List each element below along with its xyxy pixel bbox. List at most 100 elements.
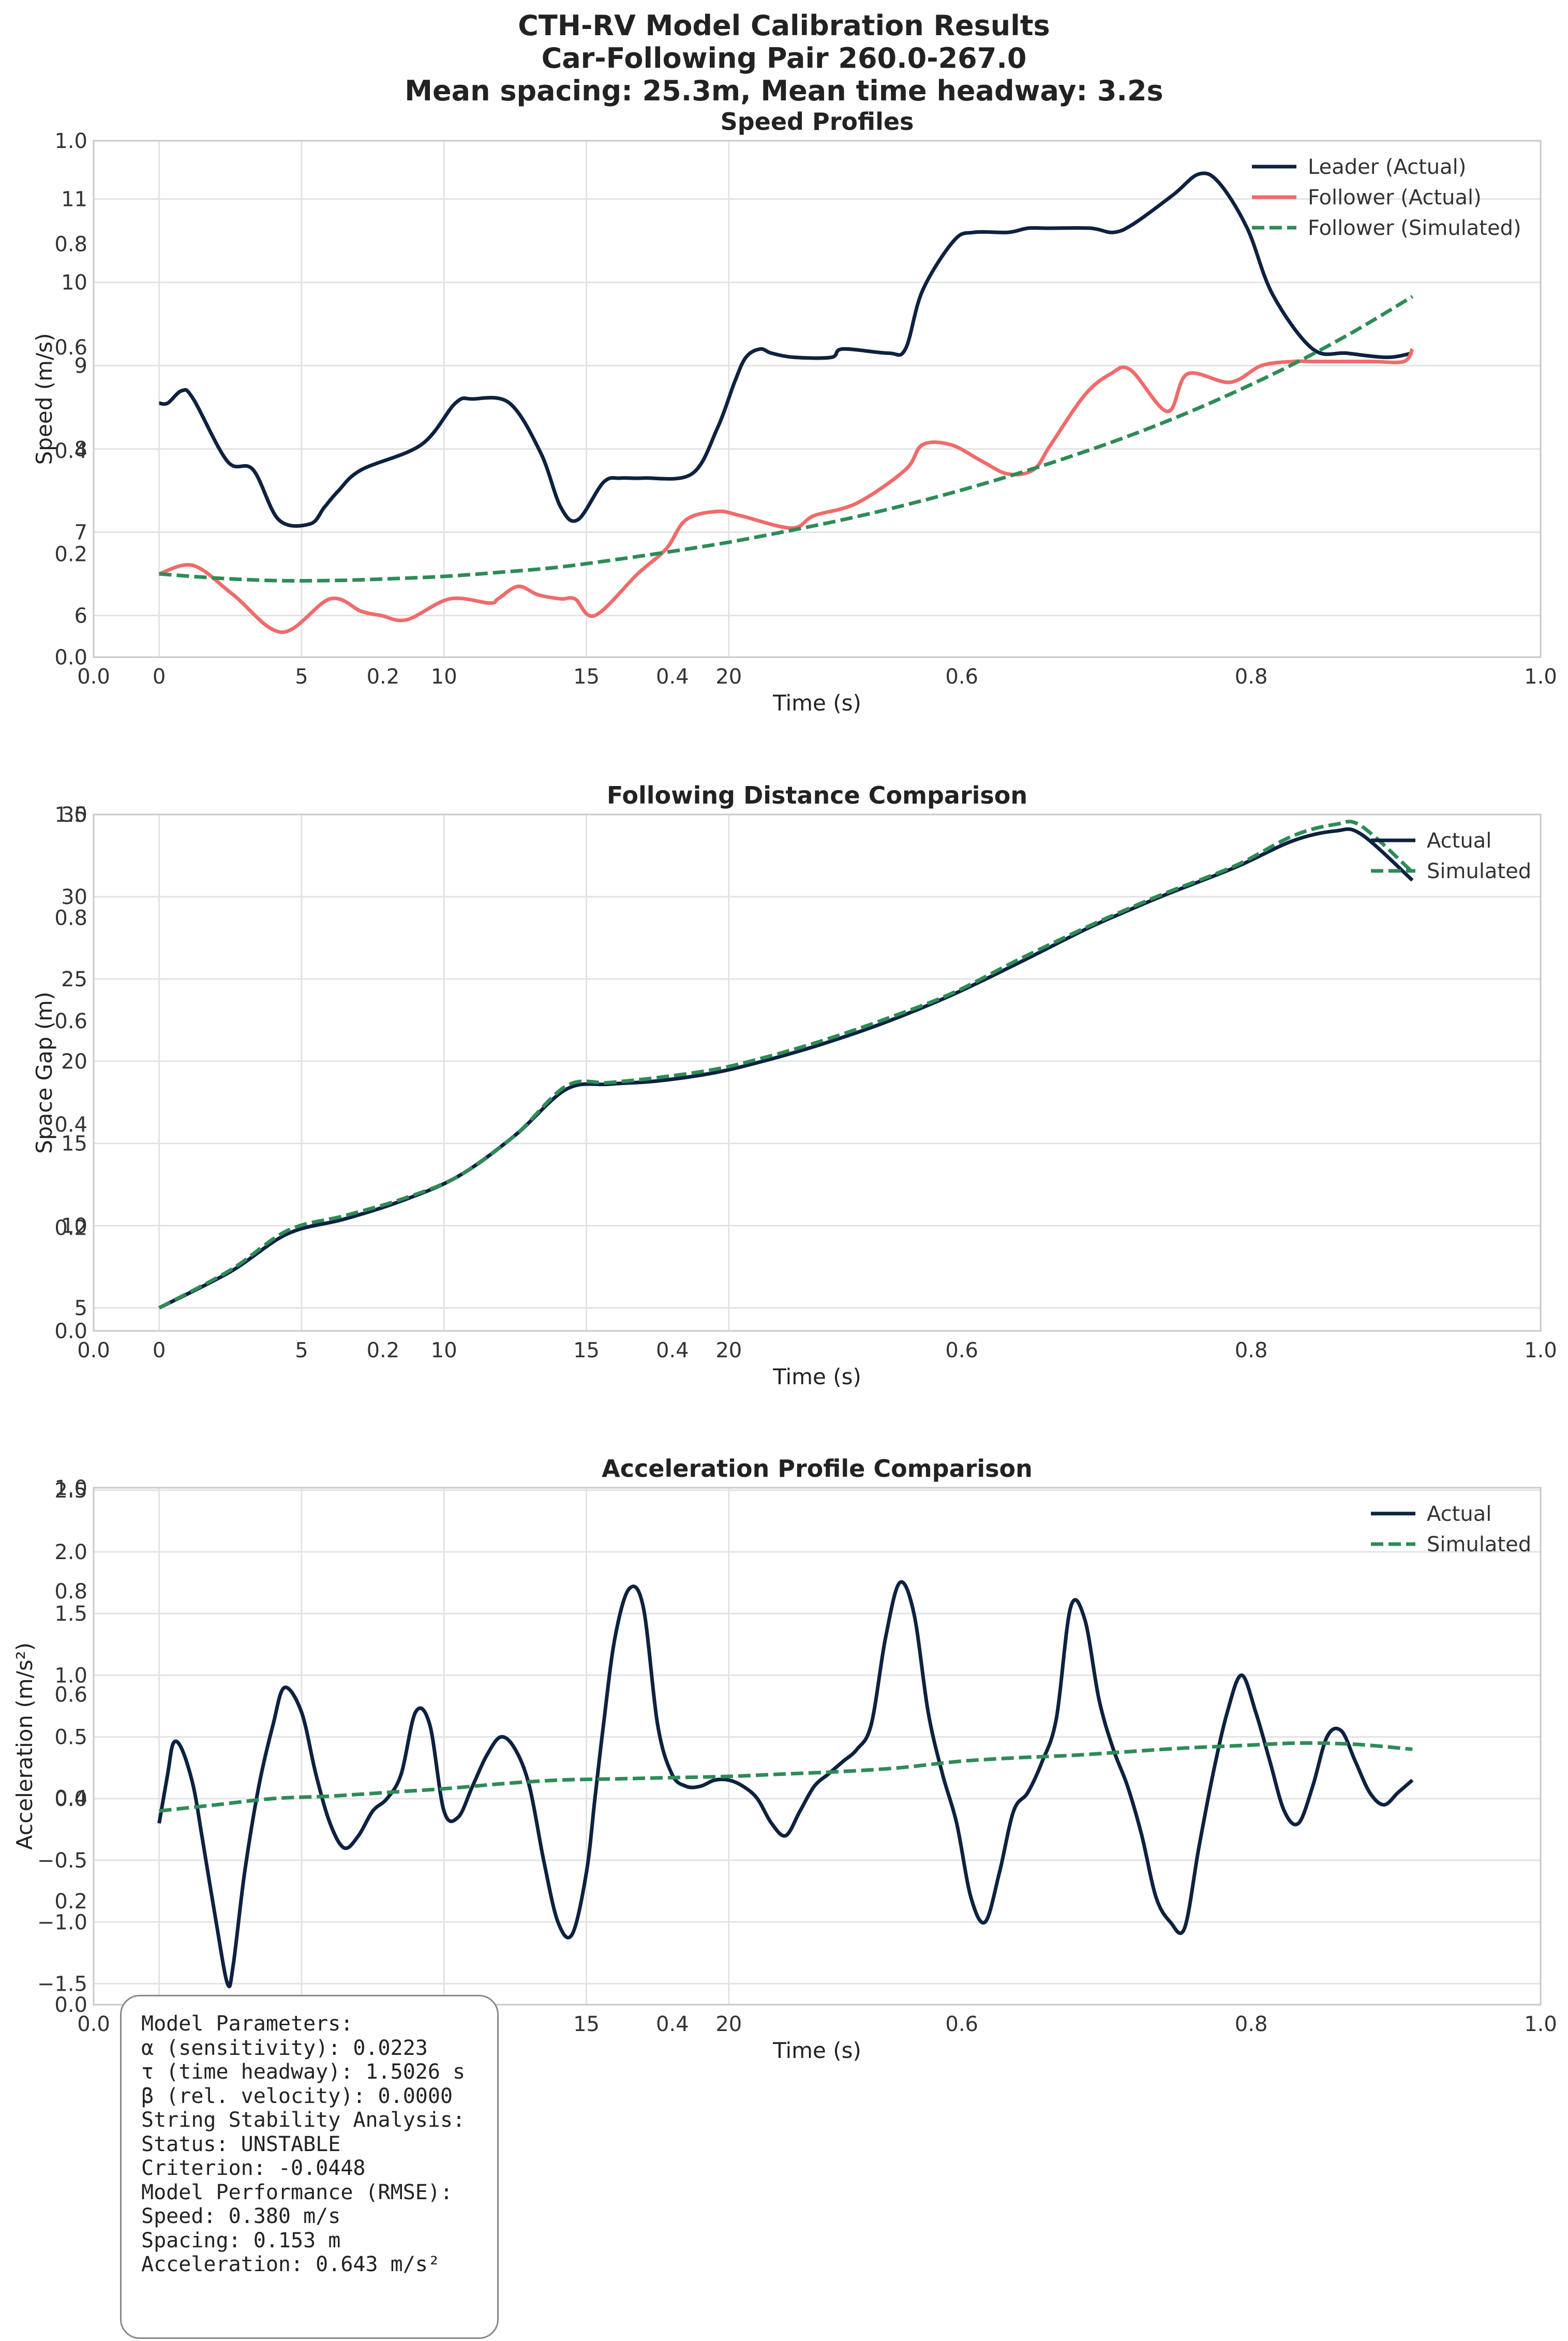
overlay-y-tick-label: 0.8 [54,233,87,257]
overlay-x-tick-label: 0.0 [77,2012,110,2036]
series-line-follower-actual [158,348,1414,634]
overlay-y-tick-label: 0.2 [54,1216,87,1240]
series-line-follower-simulated [159,295,1414,583]
overlay-y-tick-label: 0.4 [54,439,87,463]
chart-title: Following Distance Comparison [607,781,1027,809]
stats-line: Model Parameters: [141,2012,353,2036]
legend-label: Actual [1427,1502,1491,1526]
series-line-simulated [158,820,1414,1310]
chart-panel-3: 0.00.20.40.60.81.00.00.20.40.60.81.00510… [12,1455,1557,2063]
x-tick-label: 20 [715,665,742,689]
overlay-x-tick-label: 0.8 [1235,665,1268,689]
overlay-x-tick-label: 0.8 [1235,2012,1268,2036]
suptitle-line-3: Mean spacing: 25.3m, Mean time headway: … [405,75,1163,107]
x-axis-label: Time (s) [772,1364,861,1389]
y-tick-label: 2.5 [54,1479,87,1503]
suptitle-line-1: CTH-RV Model Calibration Results [518,9,1050,42]
legend-label: Leader (Actual) [1308,155,1466,179]
legend-label: Follower (Simulated) [1308,216,1521,240]
chart-panel-1: 0.0 0.2 0.4 0.6 0.8 1.0 0.0 0.2 0.4 0.6 0.8 1.0 0 5 10… [32,108,1557,716]
overlay-x-tick-label: 0.4 [656,665,689,689]
axes-frame [93,813,1542,1332]
overlay-y-tick-label: 0.2 [54,542,87,566]
chart-panel-2: 0.0 0.2 0.4 0.6 0.8 1.0 0.0 0.2 0.4 0.6 0.8 1.0 0 5 10… [32,781,1557,1389]
y-tick-label: 25 [61,968,87,991]
y-tick-label: 20 [61,1050,87,1074]
stats-line: α (sensitivity): 0.0223 [141,2036,428,2060]
x-axis-label: Time (s) [772,690,861,716]
x-tick-label: 20 [715,1339,742,1362]
overlay-x-tick-label: 0.2 [367,1339,400,1362]
overlay-y-tick-label: 0.8 [54,1580,87,1604]
stats-line: Spacing: 0.153 m [141,2228,341,2253]
y-tick-label: 15 [61,1132,87,1156]
legend-label: Simulated [1427,1533,1531,1557]
legend: Leader (Actual) Follower (Actual) Follower… [1252,155,1521,240]
x-tick-label: 5 [295,665,308,689]
series-line-simulated [159,1741,1413,1813]
y-tick-label: 11 [61,188,87,212]
y-tick-label: 35 [61,803,87,827]
y-tick-label: 8 [74,438,87,462]
y-tick-label: 1.5 [54,1602,87,1626]
x-axis-label: Time (s) [772,2038,861,2063]
y-axis-label: Acceleration (m/s²) [12,1642,37,1850]
y-tick-label: −1.0 [37,1910,87,1934]
y-axis-label: Speed (m/s) [32,333,57,465]
x-tick-label: 15 [573,665,600,689]
y-tick-label: 9 [74,354,87,378]
x-tick-label: 15 [573,2012,600,2036]
plot-area [94,1488,1541,2005]
overlay-x-tick-label: 1.0 [1524,2012,1557,2036]
stats-line: Criterion: -0.0448 [141,2156,366,2180]
overlay-x-tick-label: 1.0 [1524,665,1557,689]
legend: Actual Simulated [1371,829,1531,883]
y-tick-label: 2.0 [54,1540,87,1564]
suptitle-line-2: Car-Following Pair 260.0-267.0 [541,42,1027,75]
overlay-y-tick-label: 0.4 [54,1786,87,1810]
overlay-y-tick-label: 0.4 [54,1113,87,1137]
y-tick-label: −0.5 [37,1849,87,1873]
y-tick-label: −1.5 [37,1972,87,1996]
x-tick-label: 10 [431,1339,457,1362]
overlay-y-tick-label: 0.6 [54,336,87,360]
legend-label: Actual [1427,829,1491,853]
y-tick-label: 6 [74,604,87,628]
axes-frame [93,1487,1542,2006]
x-tick-label: 10 [431,665,457,689]
overlay-y-tick-label: 1.0 [54,803,87,827]
model-stats-box: Model Parameters: α (sensitivity): 0.022… [120,1995,499,2339]
overlay-x-tick-label: 0.0 [77,1339,110,1362]
y-tick-label: 10 [61,1214,87,1238]
y-tick-label: 7 [74,521,87,545]
stats-line: Status: UNSTABLE [141,2132,341,2156]
stats-line: String Stability Analysis: [141,2108,466,2132]
series-line-leader-actual [159,171,1413,528]
plot-area [94,141,1541,657]
legend-label: Follower (Actual) [1308,186,1482,210]
x-tick-label: 5 [295,1339,308,1362]
stats-line: τ (time headway): 1.5026 s [141,2060,466,2084]
x-tick-label: 20 [715,2012,742,2036]
overlay-y-tick-label: 0.0 [54,646,87,670]
overlay-x-tick-label: 0.2 [367,665,400,689]
overlay-x-tick-label: 1.0 [1524,1339,1557,1362]
overlay-y-tick-label: 0.8 [54,907,87,930]
overlay-x-tick-label: 0.0 [77,665,110,689]
y-axis-label: Space Gap (m) [32,991,57,1153]
overlay-y-tick-label: 0.0 [54,1993,87,2017]
overlay-y-tick-label: 1.0 [54,129,87,153]
overlay-y-tick-label: 1.0 [54,1476,87,1500]
chart-title: Acceleration Profile Comparison [602,1455,1033,1483]
overlay-y-tick-label: 0.2 [54,1890,87,1914]
stats-line: β (rel. velocity): 0.0000 [141,2084,453,2108]
overlay-y-tick-label: 0.0 [54,1320,87,1343]
y-tick-label: 30 [61,885,87,909]
stats-line: Model Performance (RMSE): [141,2180,453,2204]
overlay-x-tick-label: 0.8 [1235,1339,1268,1362]
x-tick-label: 0 [153,1339,166,1362]
y-tick-label: 5 [74,1297,87,1321]
overlay-x-tick-label: 0.6 [945,1339,978,1362]
overlay-x-tick-label: 0.6 [945,665,978,689]
